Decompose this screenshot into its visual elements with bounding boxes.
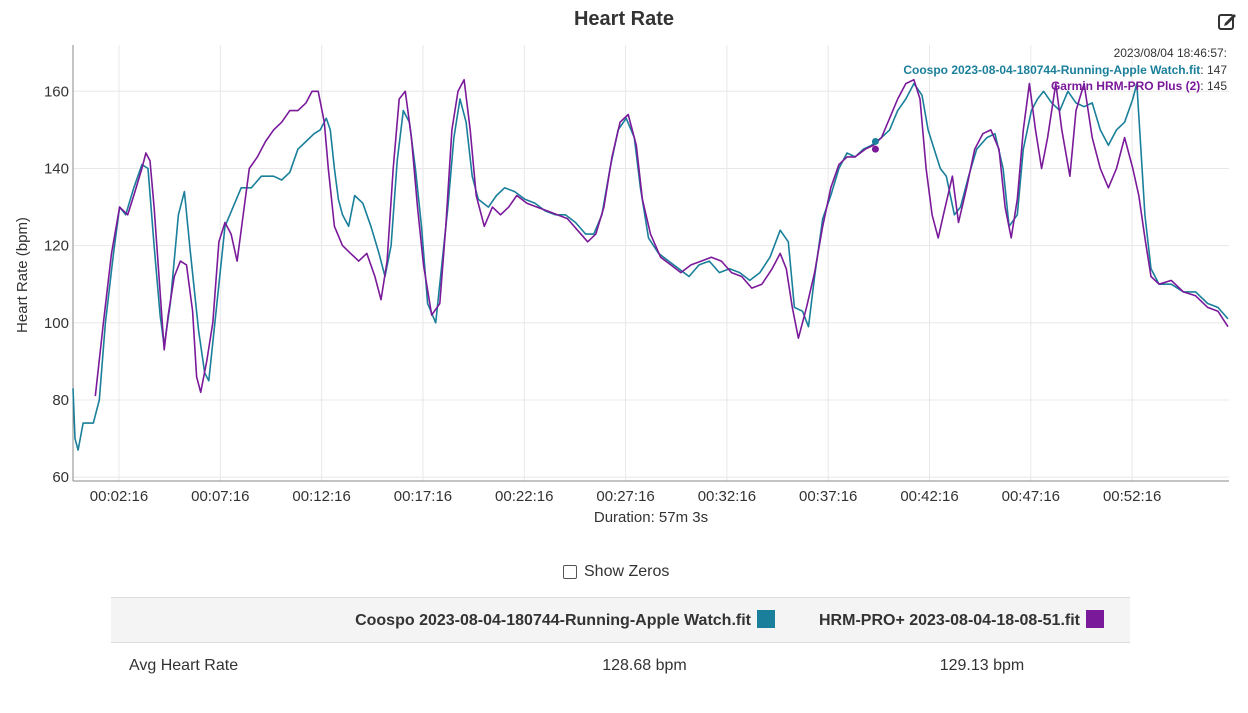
y-tick-label: 160 — [44, 83, 69, 100]
grid-layer — [73, 45, 1229, 481]
x-tick-label: 00:02:16 — [90, 488, 148, 505]
table-row: Avg Heart Rate 128.68 bpm 129.13 bpm — [111, 643, 1130, 690]
x-tick-label: 00:22:16 — [495, 488, 553, 505]
hrm-swatch — [1086, 610, 1104, 628]
heart-rate-chart: 60 80 100 120 140 160 00:02:16 00:07:16 00:12:16… — [14, 45, 1229, 505]
x-axis-label: Duration: 57m 3s — [593, 509, 709, 526]
x-tick-label: 00:37:16 — [799, 488, 857, 505]
x-tick-label: 00:32:16 — [698, 488, 756, 505]
x-tick-label: 00:12:16 — [292, 488, 350, 505]
x-tick-label: 00:17:16 — [394, 488, 452, 505]
x-tick-label: 00:47:16 — [1002, 488, 1060, 505]
y-axis-label: Heart Rate (bpm) — [14, 217, 31, 333]
y-tick-label: 120 — [44, 238, 69, 255]
hrm-file-name: HRM-PRO+ 2023-08-04-18-08-51.fit — [819, 612, 1080, 629]
tooltip-value: : 145 — [1200, 79, 1227, 93]
show-zeros-label: Show Zeros — [584, 563, 670, 580]
stats-header-blank — [111, 597, 305, 643]
tooltip-time: 2023/08/04 18:46:57: — [1114, 46, 1227, 60]
stats-header-hrm: HRM-PRO+ 2023-08-04-18-08-51.fit — [775, 597, 1130, 643]
tooltip-layer: 2023/08/04 18:46:57: Coospo 2023-08-04-18… — [871, 46, 1227, 153]
coospo-swatch — [757, 610, 775, 628]
show-zeros-checkbox[interactable] — [563, 565, 577, 579]
hover-marker-garmin — [871, 145, 879, 153]
show-zeros-toggle[interactable]: Show Zeros — [563, 563, 669, 581]
hrm-avg-hr: 129.13 bpm — [939, 657, 1025, 674]
coospo-file-name: Coospo 2023-08-04-180744-Running-Apple W… — [355, 612, 751, 629]
stats-header-coospo: Coospo 2023-08-04-180744-Running-Apple W… — [305, 597, 775, 643]
stats-header-row: Coospo 2023-08-04-180744-Running-Apple W… — [111, 597, 1130, 643]
series-layer — [72, 78, 1229, 451]
x-tick-label: 00:07:16 — [191, 488, 249, 505]
y-tick-label: 80 — [52, 392, 69, 409]
y-tick-label: 60 — [52, 469, 69, 486]
edit-icon[interactable] — [1216, 10, 1238, 32]
series-line-garmin — [94, 78, 1229, 397]
stat-label: Avg Heart Rate — [129, 657, 239, 674]
x-tick-label: 00:27:16 — [596, 488, 654, 505]
axis-layer: 60 80 100 120 140 160 00:02:16 00:07:16 00:12:16… — [44, 45, 1229, 505]
x-tick-label: 00:52:16 — [1103, 488, 1161, 505]
chart-title: Heart Rate — [573, 8, 675, 30]
tooltip-row: Garmin HRM-PRO Plus (2): 145 — [1051, 79, 1227, 93]
tooltip-value: : 147 — [1200, 63, 1227, 77]
series-line-coospo — [72, 82, 1229, 451]
y-tick-label: 100 — [44, 315, 69, 332]
tooltip-series-name: Coospo 2023-08-04-180744-Running-Apple W… — [903, 63, 1200, 77]
hover-marker-coospo — [871, 137, 879, 145]
y-tick-label: 140 — [44, 160, 69, 177]
x-tick-label: 00:42:16 — [900, 488, 958, 505]
coospo-avg-hr: 128.68 bpm — [602, 657, 687, 674]
stats-table: Coospo 2023-08-04-180744-Running-Apple W… — [111, 597, 1130, 689]
tooltip-row: Coospo 2023-08-04-180744-Running-Apple W… — [903, 63, 1227, 77]
tooltip-series-name: Garmin HRM-PRO Plus (2) — [1051, 79, 1200, 93]
